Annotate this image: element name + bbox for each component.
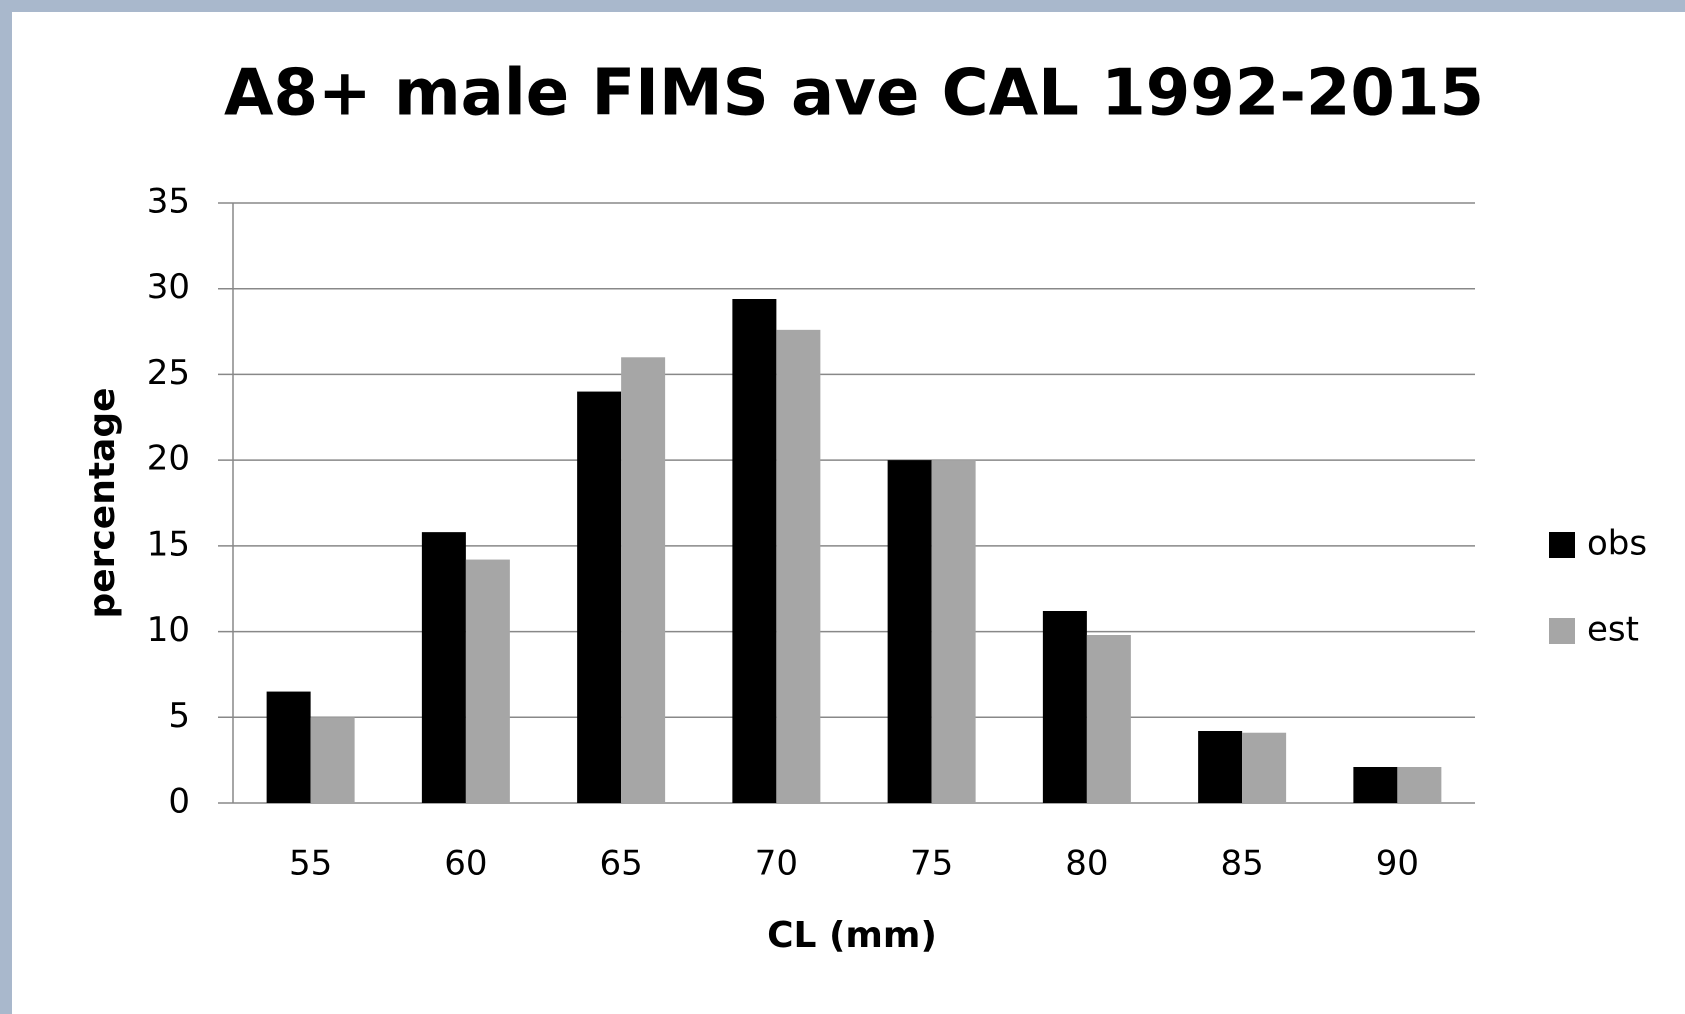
x-tick-label: 60: [444, 844, 487, 884]
bar: [266, 691, 311, 803]
x-tick-label: 75: [910, 844, 953, 884]
bar: [1397, 767, 1442, 803]
legend-label: obs: [1587, 524, 1647, 564]
bar: [621, 357, 666, 803]
bar: [1242, 732, 1287, 803]
y-tick-label: 25: [147, 353, 190, 393]
x-tick-label: 80: [1065, 844, 1108, 884]
legend-label: est: [1587, 610, 1639, 650]
x-tick-label: 65: [599, 844, 642, 884]
x-tick-label: 70: [755, 844, 798, 884]
bar: [310, 717, 355, 803]
y-tick-label: 0: [168, 782, 190, 822]
y-tick-label: 10: [147, 610, 190, 650]
chart-title: A8+ male FIMS ave CAL 1992-2015: [224, 57, 1484, 131]
x-tick-label: 90: [1376, 844, 1419, 884]
bar: [1353, 767, 1398, 803]
bar: [887, 460, 932, 803]
bar: [1086, 635, 1131, 803]
y-tick-label: 5: [168, 696, 190, 736]
bar: [1198, 731, 1243, 803]
y-axis-label: percentage: [82, 387, 123, 618]
bar: [931, 460, 976, 803]
bar: [776, 329, 821, 803]
y-tick-label: 20: [147, 439, 190, 479]
x-tick-label: 55: [289, 844, 332, 884]
x-tick-label: 85: [1220, 844, 1263, 884]
bar: [421, 532, 466, 803]
bar: [1042, 611, 1087, 803]
x-axis-label: CL (mm): [767, 915, 937, 956]
bar: [732, 299, 777, 803]
legend-swatch: [1549, 532, 1575, 558]
y-tick-label: 15: [147, 524, 190, 564]
bar: [577, 391, 622, 803]
y-tick-label: 30: [147, 267, 190, 307]
y-tick-label: 35: [147, 182, 190, 222]
legend-swatch: [1549, 618, 1575, 644]
bar: [465, 559, 510, 803]
